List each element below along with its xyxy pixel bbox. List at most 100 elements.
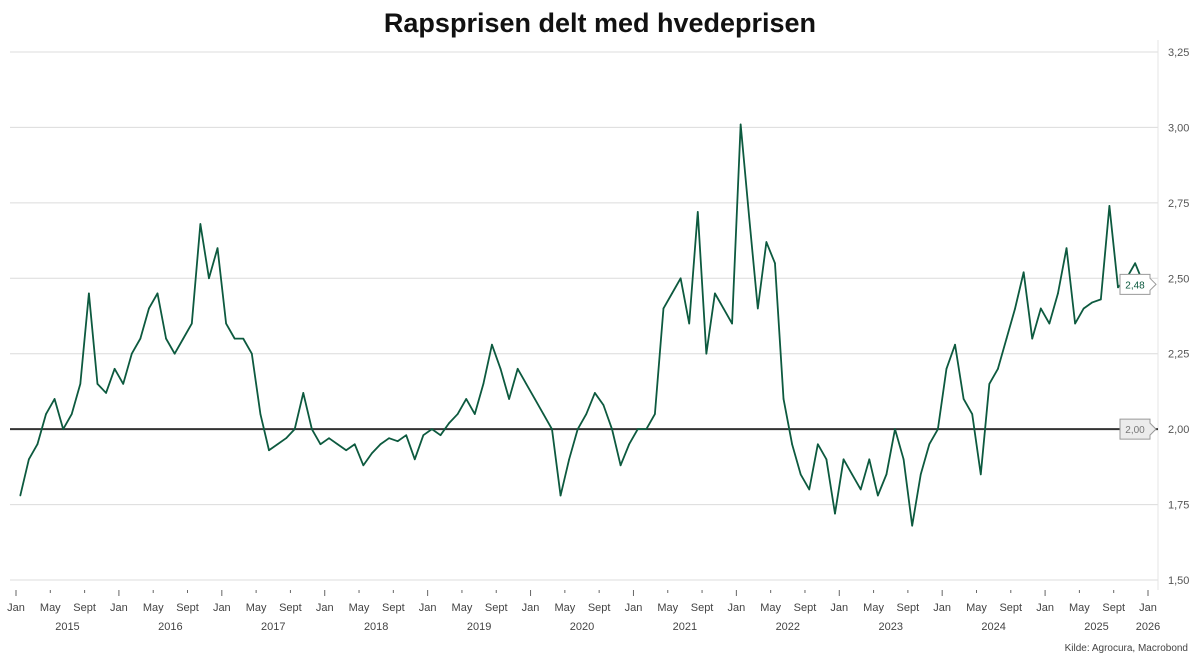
data-point — [1117, 286, 1119, 289]
data-point — [45, 413, 47, 415]
data-point — [594, 392, 596, 394]
x-tick-label: May — [452, 602, 473, 614]
data-point — [739, 123, 742, 126]
data-point — [585, 413, 588, 415]
data-point — [791, 443, 793, 446]
data-point — [276, 443, 279, 446]
x-tick-label: May — [40, 602, 61, 614]
data-point — [1031, 337, 1034, 340]
data-point — [1014, 307, 1016, 310]
data-point — [156, 292, 159, 295]
y-tick-label: 3,00 — [1168, 122, 1189, 134]
data-point — [602, 404, 605, 406]
data-point — [765, 241, 768, 243]
data-point — [611, 428, 613, 430]
x-year-label: 2023 — [878, 621, 902, 633]
y-tick-label: 2,50 — [1168, 273, 1189, 285]
data-point — [979, 473, 982, 476]
data-point — [79, 383, 82, 385]
x-tick-label: Sept — [794, 602, 817, 614]
data-point — [216, 247, 219, 249]
x-year-label: 2025 — [1084, 621, 1108, 633]
x-year-label: 2020 — [570, 621, 594, 633]
y-tick-label: 3,25 — [1168, 47, 1189, 59]
data-point — [636, 428, 639, 430]
x-tick-label: Jan — [1139, 602, 1157, 614]
data-point — [165, 337, 167, 340]
data-point — [1048, 322, 1051, 325]
data-point — [834, 512, 836, 515]
data-point — [628, 443, 630, 446]
chart-title: Rapsprisen delt med hvedeprisen — [383, 8, 817, 38]
x-tick-label: Sept — [279, 602, 302, 614]
data-point — [902, 458, 905, 461]
data-point — [208, 277, 210, 280]
data-point — [396, 440, 399, 443]
data-point — [1040, 307, 1042, 310]
data-point — [182, 337, 185, 340]
x-tick-label: Sept — [382, 602, 405, 614]
data-point — [962, 398, 965, 400]
data-point — [113, 368, 116, 370]
x-tick-label: Jan — [7, 602, 25, 614]
x-tick-label: Jan — [110, 602, 128, 614]
data-point — [1022, 271, 1025, 274]
x-year-label: 2015 — [55, 621, 79, 633]
data-point — [1100, 298, 1102, 301]
data-point — [799, 473, 802, 476]
data-point — [859, 488, 862, 491]
data-point — [1005, 337, 1008, 340]
x-year-label: 2022 — [776, 621, 800, 633]
x-tick-label: May — [1069, 602, 1090, 614]
data-point — [88, 292, 90, 295]
data-point — [576, 428, 579, 430]
source-note: Kilde: Agrocura, Macrobond — [1064, 643, 1188, 654]
data-point — [696, 211, 699, 213]
data-point — [1091, 301, 1094, 304]
data-point — [19, 494, 22, 497]
data-point — [353, 443, 356, 446]
reference-callout-label: 2,00 — [1125, 425, 1145, 436]
y-tick-label: 2,25 — [1168, 349, 1189, 361]
data-point — [268, 449, 270, 452]
data-point — [688, 322, 690, 325]
data-point — [534, 398, 536, 400]
data-point — [474, 413, 476, 415]
x-tick-label: May — [246, 602, 267, 614]
x-year-label: 2019 — [467, 621, 491, 633]
data-point — [319, 443, 322, 446]
data-point — [491, 343, 493, 346]
data-point — [388, 437, 390, 439]
x-tick-label: Jan — [625, 602, 643, 614]
last-value-callout-box — [1119, 273, 1157, 295]
data-point — [431, 428, 433, 430]
data-point — [894, 428, 896, 430]
data-point — [191, 322, 193, 325]
x-tick-label: Jan — [727, 602, 745, 614]
data-point — [997, 368, 999, 370]
data-line — [19, 123, 1145, 527]
last-value-callout-label: 2,48 — [1125, 280, 1145, 291]
data-point — [139, 337, 142, 340]
data-point — [379, 443, 382, 446]
x-tick-label: Sept — [588, 602, 611, 614]
data-point — [679, 277, 682, 280]
data-point — [782, 398, 785, 400]
data-point — [36, 443, 39, 446]
x-tick-label: Jan — [316, 602, 334, 614]
data-point — [122, 383, 124, 385]
x-tick-label: May — [143, 602, 164, 614]
x-tick-label: May — [966, 602, 987, 614]
data-point — [96, 383, 99, 385]
data-point — [439, 434, 442, 436]
data-point — [551, 428, 553, 430]
data-point — [817, 443, 819, 446]
x-tick-label: Jan — [419, 602, 437, 614]
x-tick-label: Jan — [522, 602, 540, 614]
y-tick-label: 1,50 — [1168, 575, 1189, 587]
data-point — [774, 262, 776, 265]
data-point — [654, 413, 656, 415]
data-point — [285, 437, 287, 439]
data-point — [1134, 262, 1136, 265]
data-point — [559, 494, 562, 497]
